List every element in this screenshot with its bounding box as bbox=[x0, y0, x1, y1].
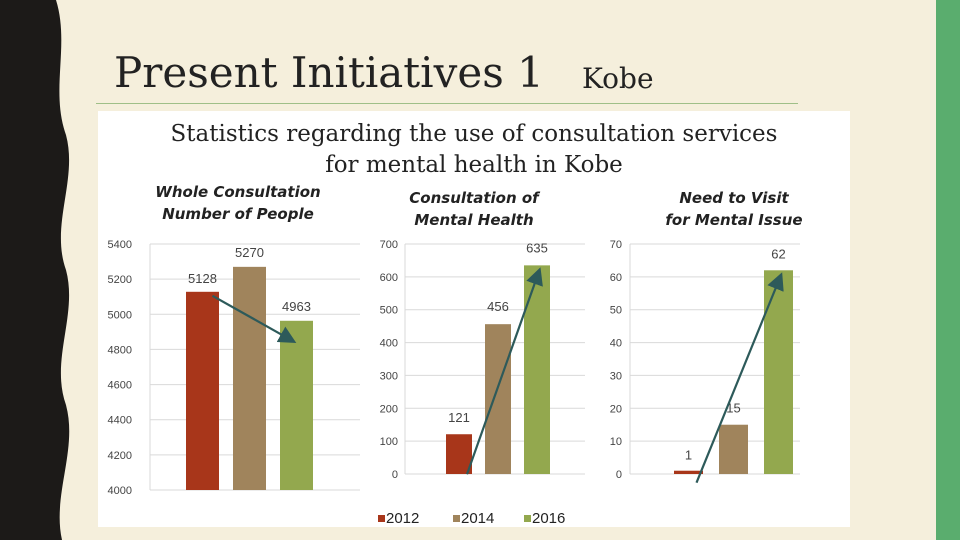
chart-2-title-line-1: Consultation of bbox=[409, 189, 539, 207]
y-tick-label: 0 bbox=[616, 469, 622, 481]
chart-1-title-line-2: Number of People bbox=[162, 205, 314, 223]
trend-arrow bbox=[465, 267, 543, 475]
y-tick-label: 5200 bbox=[108, 274, 132, 286]
y-tick-label: 70 bbox=[610, 239, 622, 251]
chart-3-title-line-1: Need to Visit bbox=[679, 189, 789, 207]
chart-2-title-line-2: Mental Health bbox=[414, 211, 534, 229]
bar-2012 bbox=[674, 470, 703, 474]
y-tick-label: 5400 bbox=[108, 239, 132, 251]
bar-2012 bbox=[186, 291, 219, 490]
left-border-decoration bbox=[0, 0, 70, 540]
y-tick-label: 5000 bbox=[108, 309, 132, 321]
legend-label-2012: 2012 bbox=[386, 510, 419, 527]
legend: 2012 2014 2016 bbox=[378, 510, 565, 527]
chart-1-title-line-1: Whole Consultation bbox=[155, 183, 321, 201]
legend-swatch-2016 bbox=[524, 515, 531, 522]
y-tick-label: 100 bbox=[380, 436, 398, 448]
legend-swatch-2014 bbox=[453, 515, 460, 522]
legend-label-2016: 2016 bbox=[532, 510, 565, 527]
data-label: 5270 bbox=[235, 245, 264, 260]
y-tick-label: 400 bbox=[380, 338, 398, 350]
data-label: 15 bbox=[726, 401, 740, 416]
chart-mental-health: 0 100 200 300 400 500 600 700 121 456 635 bbox=[380, 239, 585, 481]
y-tick-label: 700 bbox=[380, 239, 398, 251]
title-underline bbox=[96, 103, 798, 104]
data-label: 635 bbox=[526, 240, 548, 255]
bar-2016 bbox=[524, 265, 550, 474]
y-tick-label: 4200 bbox=[108, 450, 132, 462]
y-tick-label: 30 bbox=[610, 370, 622, 382]
bar-2012 bbox=[446, 434, 472, 474]
y-tick-label: 50 bbox=[610, 305, 622, 317]
wavy-border-shape bbox=[0, 0, 70, 540]
panel-heading-line-1: Statistics regarding the use of consulta… bbox=[170, 121, 778, 147]
bar-2014 bbox=[233, 266, 266, 490]
chart-need-to-visit: 0 10 20 30 40 50 60 70 1 15 62 bbox=[610, 239, 800, 484]
y-tick-label: 4000 bbox=[108, 485, 132, 497]
data-label: 62 bbox=[771, 246, 785, 261]
bar-2014 bbox=[485, 324, 511, 474]
y-tick-label: 4400 bbox=[108, 415, 132, 427]
bar-2016 bbox=[280, 320, 313, 490]
data-label: 121 bbox=[448, 410, 470, 425]
bar-2016 bbox=[764, 270, 793, 474]
chart-3-title-line-2: for Mental Issue bbox=[665, 211, 803, 229]
chart-whole-consultation: 4000 4200 4400 4600 4800 5000 5200 5400 5128 5270… bbox=[108, 239, 360, 497]
chart-1-title: Whole Consultation Number of People bbox=[138, 181, 338, 225]
y-tick-label: 40 bbox=[610, 338, 622, 350]
y-tick-label: 500 bbox=[380, 305, 398, 317]
trend-arrow bbox=[695, 272, 784, 484]
slide-title: Present Initiatives 1 bbox=[114, 48, 544, 97]
panel-heading-line-2: for mental health in Kobe bbox=[325, 152, 623, 178]
legend-label-2014: 2014 bbox=[461, 510, 494, 527]
data-label: 1 bbox=[685, 448, 692, 463]
data-label: 456 bbox=[487, 299, 509, 314]
y-tick-label: 0 bbox=[392, 469, 398, 481]
y-tick-label: 10 bbox=[610, 436, 622, 448]
slide-subtitle: Kobe bbox=[582, 62, 654, 95]
panel-heading: Statistics regarding the use of consulta… bbox=[98, 119, 850, 181]
data-label: 4963 bbox=[282, 299, 311, 314]
data-label: 5128 bbox=[188, 271, 217, 286]
right-accent-bar bbox=[936, 0, 960, 540]
y-tick-label: 4600 bbox=[108, 380, 132, 392]
y-tick-label: 60 bbox=[610, 272, 622, 284]
legend-swatch-2012 bbox=[378, 515, 385, 522]
y-tick-label: 200 bbox=[380, 403, 398, 415]
y-tick-label: 600 bbox=[380, 272, 398, 284]
bar-2014 bbox=[719, 424, 748, 474]
y-tick-label: 4800 bbox=[108, 344, 132, 356]
y-tick-label: 20 bbox=[610, 403, 622, 415]
chart-2-title: Consultation of Mental Health bbox=[374, 187, 574, 231]
chart-3-title: Need to Visit for Mental Issue bbox=[634, 187, 834, 231]
trend-arrow bbox=[211, 294, 297, 343]
y-tick-label: 300 bbox=[380, 370, 398, 382]
